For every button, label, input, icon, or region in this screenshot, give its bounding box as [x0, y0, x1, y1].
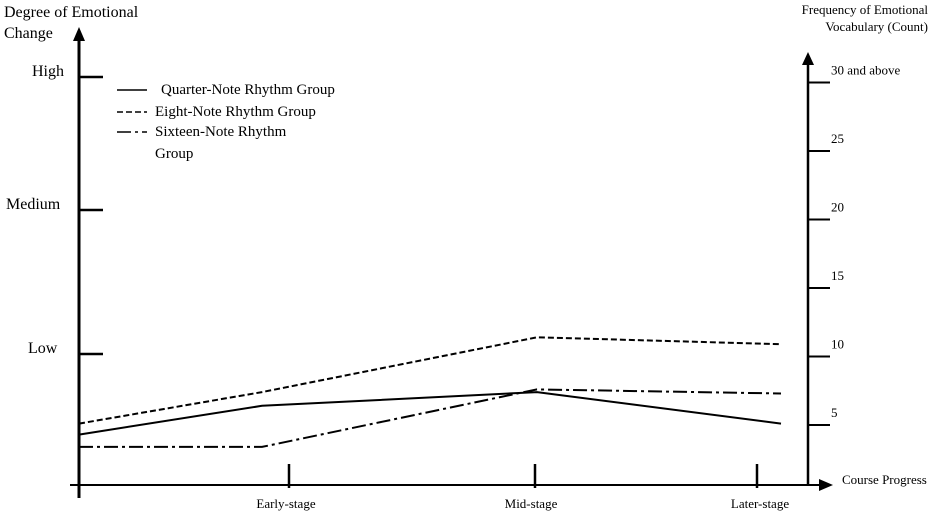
x-axis-title: Course Progress — [842, 472, 927, 487]
left-axis-title: Change — [4, 25, 53, 42]
right-tick-label: 25 — [831, 131, 844, 146]
axes — [70, 27, 833, 498]
series-line — [78, 391, 782, 436]
legend-label: Quarter-Note Rhythm Group — [161, 82, 335, 98]
x-tick-label: Mid-stage — [505, 496, 558, 511]
left-axis-title: Degree of Emotional — [4, 4, 139, 21]
right-axis-arrow — [802, 52, 814, 65]
legend: Quarter-Note Rhythm Group Eight-Note Rhyt… — [117, 82, 335, 162]
series-lines — [78, 336, 782, 448]
right-tick-label: 30 and above — [831, 63, 901, 78]
left-tick-label: Low — [28, 340, 58, 357]
series-line — [78, 336, 782, 425]
x-tick-label: Early-stage — [256, 496, 315, 511]
right-tick-label: 10 — [831, 337, 844, 352]
series-line — [79, 388, 782, 448]
right-axis-title: Vocabulary (Count) — [825, 19, 928, 34]
axis-labels: Degree of Emotional Change Frequency of Em… — [4, 2, 928, 487]
left-tick-label: Medium — [6, 196, 61, 213]
x-tick-label: Later-stage — [731, 496, 789, 511]
right-axis-title: Frequency of Emotional — [802, 2, 929, 17]
right-tick-label: 15 — [831, 268, 844, 283]
left-tick-label: High — [32, 63, 64, 80]
left-axis-arrow — [73, 27, 85, 41]
right-tick-label: 20 — [831, 200, 844, 215]
x-axis-arrow — [819, 479, 833, 491]
right-tick-label: 5 — [831, 405, 838, 420]
legend-label: Sixteen-Note Rhythm — [155, 124, 287, 140]
axis-ticks: High Medium Low 30 and above 25 20 15 10 5 Early-… — [6, 63, 901, 512]
legend-label: Eight-Note Rhythm Group — [155, 104, 316, 120]
legend-label: Group — [155, 146, 193, 162]
